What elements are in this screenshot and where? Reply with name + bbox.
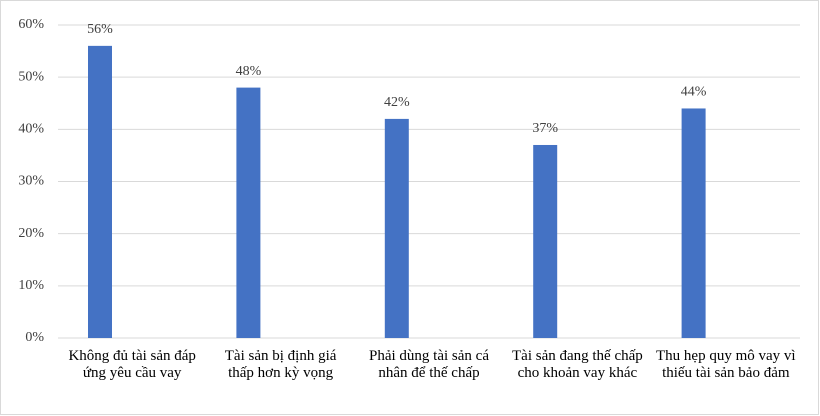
y-tick-label: 50%: [18, 69, 44, 84]
x-tick-label: Không đủ tài sản đáp ứng yêu cầu vay: [68, 348, 196, 381]
data-label: 48%: [236, 64, 262, 79]
y-tick-label: 40%: [18, 122, 44, 137]
data-label: 42%: [384, 95, 410, 110]
x-tick-label: Thu hẹp quy mô vay vì thiếu tài sản bảo …: [656, 348, 796, 381]
bar: [533, 144, 558, 338]
data-label: 37%: [532, 121, 558, 136]
y-tick-label: 0%: [25, 330, 44, 345]
y-tick-label: 60%: [18, 17, 44, 32]
data-label: 44%: [681, 85, 707, 100]
bar: [681, 108, 706, 338]
x-tick-label: Tài sản đang thế chấp cho khoản vay khác: [512, 348, 643, 381]
y-tick-label: 20%: [18, 226, 44, 241]
y-tick-label: 10%: [18, 278, 44, 293]
data-label: 56%: [87, 22, 113, 37]
bar: [88, 45, 112, 338]
y-tick-label: 30%: [18, 174, 44, 189]
bar: [384, 118, 409, 339]
x-tick-label: Tài sản bị định giá thấp hơn kỳ vọng: [224, 348, 337, 381]
x-tick-label: Phải dùng tài sản cá nhân để thế chấp: [369, 348, 489, 381]
bar: [236, 87, 261, 338]
